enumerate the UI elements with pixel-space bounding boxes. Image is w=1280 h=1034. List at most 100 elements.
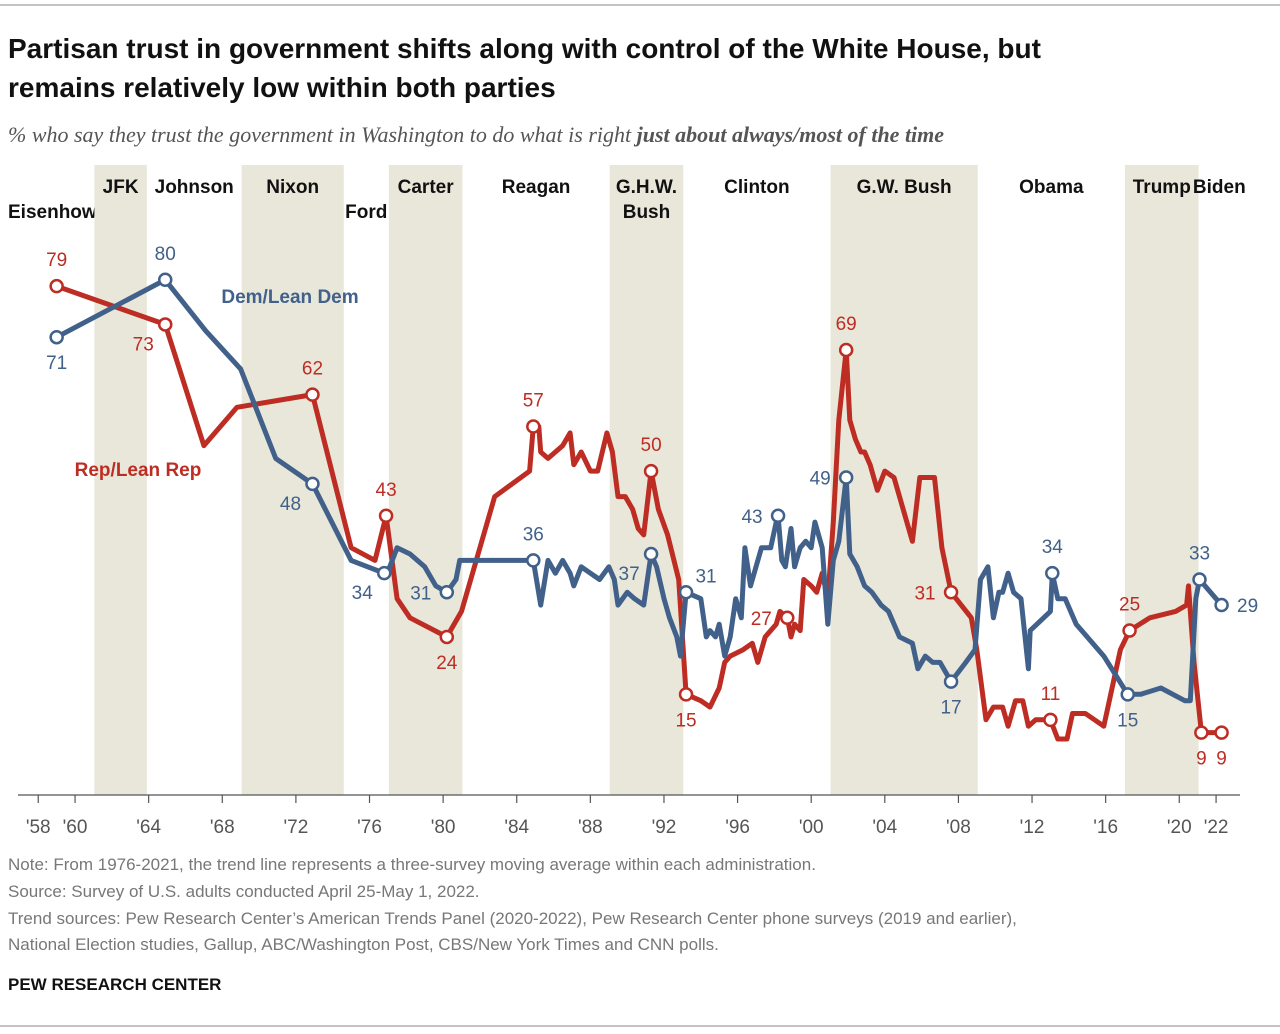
data-point — [1045, 565, 1060, 581]
data-label: 11 — [1041, 684, 1061, 705]
data-point — [305, 387, 320, 402]
series-label: Dem/Lean Dem — [221, 287, 358, 308]
data-label: 31 — [410, 583, 431, 604]
data-point — [376, 565, 392, 581]
x-tick-label: '88 — [578, 817, 603, 838]
president-label: Ford — [345, 202, 387, 223]
data-label: 9 — [1216, 749, 1227, 770]
data-label: 62 — [302, 359, 323, 380]
president-label: Clinton — [724, 177, 789, 198]
data-label: 57 — [523, 390, 544, 411]
data-label: 31 — [695, 566, 716, 587]
note: Trend sources: Pew Research Center’s Ame… — [8, 909, 1017, 928]
data-label: 31 — [914, 583, 935, 604]
x-tick-label: '08 — [946, 817, 971, 838]
president-label: Trump — [1133, 177, 1191, 198]
data-point — [1214, 725, 1229, 740]
data-point — [526, 419, 541, 434]
term-band — [830, 165, 978, 795]
data-point — [838, 470, 854, 485]
data-point — [1194, 725, 1209, 740]
data-label: 24 — [436, 653, 458, 674]
x-tick-label: '60 — [63, 817, 88, 838]
president-label: Bush — [623, 202, 671, 223]
data-label: 48 — [280, 494, 301, 515]
data-point — [678, 687, 694, 702]
president-label: JFK — [103, 177, 139, 198]
data-point — [1192, 572, 1207, 587]
note: Source: Survey of U.S. adults conducted … — [8, 882, 480, 901]
data-label: 79 — [46, 250, 67, 271]
source-label: PEW RESEARCH CENTER — [8, 975, 221, 994]
data-label: 37 — [619, 564, 640, 585]
president-label: G.H.W. — [616, 177, 677, 198]
data-label: 73 — [133, 334, 154, 355]
series-label: Rep/Lean Rep — [75, 460, 202, 481]
data-label: 25 — [1119, 595, 1140, 616]
data-point — [1120, 687, 1135, 702]
data-point — [1214, 597, 1229, 613]
x-tick-label: '72 — [284, 817, 309, 838]
data-point — [157, 317, 173, 332]
x-tick-label: '22 — [1204, 817, 1229, 838]
data-label: 50 — [641, 435, 662, 456]
x-tick-label: '80 — [431, 817, 456, 838]
data-label: 33 — [1189, 544, 1210, 565]
data-point — [1043, 712, 1058, 728]
x-tick-label: '04 — [872, 817, 897, 838]
data-label: 27 — [751, 609, 772, 630]
subtitle-emphasis: just about always/most of the time — [634, 122, 945, 147]
data-label: 17 — [940, 698, 961, 719]
subtitle: % who say they trust the government in W… — [8, 122, 944, 147]
data-point — [439, 629, 455, 645]
data-point — [838, 342, 854, 358]
data-label: 36 — [523, 524, 544, 545]
data-label: 80 — [155, 244, 176, 265]
series-line — [54, 283, 1225, 742]
president-label: Eisenhower — [8, 202, 115, 223]
chart-title: Partisan trust in government shifts alon… — [8, 33, 1041, 64]
data-point — [943, 585, 959, 600]
subtitle-text: % who say they trust the government in W… — [8, 122, 637, 147]
data-label: 71 — [46, 353, 67, 374]
term-band — [241, 165, 344, 795]
data-point — [49, 278, 64, 294]
data-point — [780, 610, 795, 626]
x-tick-label: '92 — [652, 817, 677, 838]
data-point — [49, 329, 64, 345]
president-label: Nixon — [266, 177, 319, 198]
term-band — [609, 165, 684, 795]
data-label: 69 — [836, 314, 857, 335]
data-label: 49 — [810, 469, 831, 490]
president-label: Reagan — [502, 177, 571, 198]
president-label: Johnson — [155, 177, 234, 198]
data-label: 43 — [376, 480, 397, 501]
chart-title: remains relatively low within both parti… — [8, 72, 556, 103]
x-tick-label: '68 — [210, 817, 235, 838]
x-tick-label: '84 — [504, 817, 529, 838]
term-band — [388, 165, 463, 795]
x-tick-label: '16 — [1093, 817, 1118, 838]
data-point — [943, 674, 959, 689]
x-tick-label: '12 — [1020, 817, 1045, 838]
x-tick-label: '58 — [26, 817, 51, 838]
data-label: 15 — [675, 710, 696, 731]
data-label: 34 — [352, 583, 374, 604]
data-label: 29 — [1237, 596, 1258, 617]
data-point — [678, 585, 694, 600]
x-tick-label: '20 — [1167, 817, 1192, 838]
x-tick-label: '76 — [357, 817, 382, 838]
term-band — [94, 165, 147, 795]
data-label: 15 — [1117, 710, 1138, 731]
x-tick-label: '96 — [725, 817, 750, 838]
data-point — [439, 585, 455, 600]
president-label: Carter — [398, 177, 455, 198]
president-label: Biden — [1193, 177, 1246, 198]
x-tick-label: '00 — [799, 817, 824, 838]
note: Note: From 1976-2021, the trend line rep… — [8, 855, 816, 874]
data-label: 34 — [1042, 537, 1064, 558]
data-point — [526, 553, 541, 568]
note: National Election studies, Gallup, ABC/W… — [8, 935, 719, 954]
data-point — [643, 546, 659, 562]
